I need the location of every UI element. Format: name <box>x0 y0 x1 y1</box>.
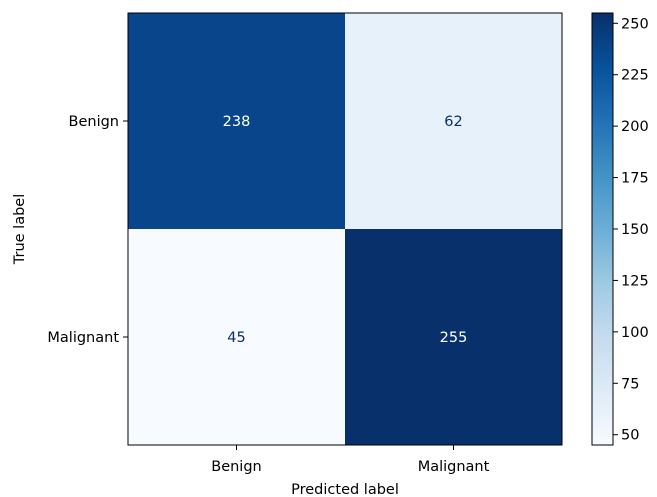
y-axis-ticks: Benign Malignant <box>47 114 128 346</box>
x-axis-label: Predicted label <box>291 482 399 497</box>
y-axis-label: True label <box>12 194 28 265</box>
colorbar-tick-label: 50 <box>621 428 639 444</box>
cell-value-label: 238 <box>223 114 251 130</box>
colorbar-tick-label: 175 <box>621 171 649 187</box>
plot-frame <box>127 12 563 446</box>
heatmap-cell <box>345 13 563 230</box>
cell-value-label: 45 <box>227 330 245 346</box>
cell-value-label: 255 <box>440 330 468 346</box>
heatmap-cell <box>128 13 346 230</box>
y-tick-label: Malignant <box>47 330 119 346</box>
colorbar-tick-label: 250 <box>621 16 649 32</box>
heatmap-cell <box>345 229 563 446</box>
colorbar-tick-label: 200 <box>621 119 649 135</box>
colorbar-tick-label: 125 <box>621 273 649 289</box>
heatmap-cells <box>128 13 563 446</box>
colorbar-tick-label: 100 <box>621 325 649 341</box>
heatmap-cell <box>128 229 346 446</box>
x-tick-label: Benign <box>211 459 261 475</box>
colorbar-tick-label: 150 <box>621 222 649 238</box>
x-tick-label: Malignant <box>418 459 490 475</box>
cell-value-labels: 238 62 45 255 <box>223 114 468 346</box>
colorbar-tick-label: 75 <box>621 376 639 392</box>
colorbar-fill <box>592 13 613 445</box>
colorbar-ticks: 50 75 100 125 150 175 200 225 250 <box>613 16 649 444</box>
x-axis-ticks: Benign Malignant <box>211 445 490 475</box>
colorbar-tick-label: 225 <box>621 68 649 84</box>
y-tick-label: Benign <box>69 114 119 130</box>
cell-value-label: 62 <box>444 114 462 130</box>
